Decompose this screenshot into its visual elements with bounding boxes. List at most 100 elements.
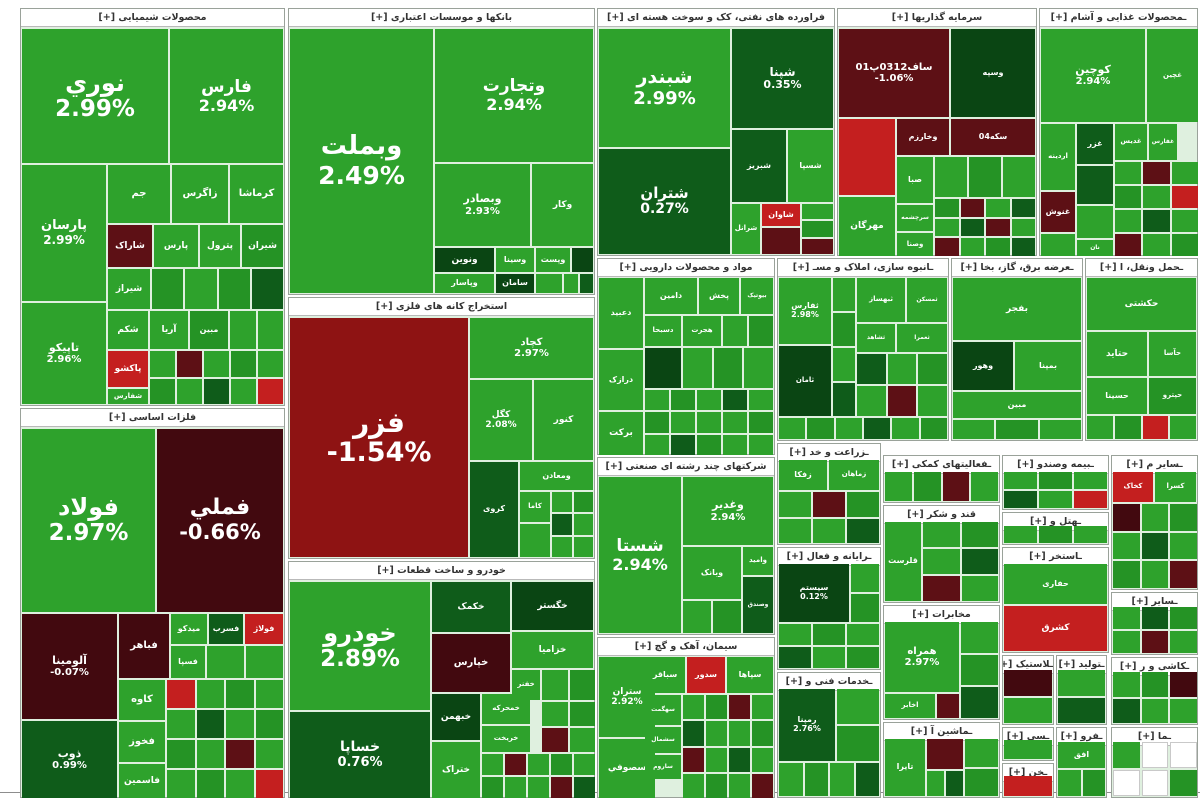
sector-header-real-estate[interactable]: ـانبوه سازی، املاک و مسـ [+] — [778, 259, 948, 277]
stock-tile-small[interactable] — [965, 768, 998, 796]
stock-tile-small[interactable] — [196, 680, 224, 708]
sector-header-other-minerals[interactable]: ـسایر م [+] — [1112, 456, 1197, 474]
stock-tile-telecom[interactable]: اخابر — [885, 694, 935, 718]
stock-tile-small[interactable] — [723, 412, 747, 433]
stock-tile-small[interactable] — [1058, 770, 1081, 796]
stock-tile-chemicals[interactable]: پاکشو — [108, 351, 148, 387]
stock-tile-chemicals[interactable]: فارس 2.94% — [170, 29, 283, 163]
stock-tile-small[interactable] — [1113, 672, 1140, 697]
stock-tile-small[interactable] — [1170, 672, 1197, 697]
stock-tile-transportation[interactable]: حپترو — [1149, 378, 1196, 414]
stock-tile-basic-metals[interactable]: میدکو — [171, 614, 207, 644]
stock-tile-small[interactable] — [946, 771, 963, 796]
stock-tile-small[interactable] — [835, 418, 862, 439]
stock-tile-oil-products[interactable]: شپنا 0.35% — [732, 29, 833, 128]
stock-tile-cement[interactable]: سشمال — [645, 727, 681, 753]
stock-tile-small[interactable] — [729, 695, 750, 720]
stock-tile-small[interactable] — [1004, 491, 1037, 508]
stock-tile-small[interactable] — [996, 420, 1038, 439]
stock-tile-small[interactable] — [1039, 472, 1072, 489]
stock-tile-other-minerals[interactable]: کخاک — [1113, 472, 1153, 502]
stock-tile-small[interactable] — [1113, 631, 1140, 653]
stock-tile-investments[interactable]: صبا — [897, 157, 933, 203]
stock-tile-chemicals[interactable]: زاگرس — [172, 165, 228, 223]
stock-tile-small[interactable] — [645, 412, 669, 433]
stock-tile-small[interactable] — [1074, 526, 1107, 543]
stock-tile-small[interactable] — [1141, 698, 1169, 723]
stock-tile-small[interactable] — [986, 238, 1010, 256]
stock-tile-small[interactable] — [1087, 416, 1113, 439]
stock-tile-small[interactable] — [671, 434, 695, 455]
stock-tile-small[interactable] — [697, 390, 721, 411]
stock-tile-utilities[interactable]: بمپنا — [1015, 342, 1081, 390]
stock-tile-small[interactable] — [1170, 504, 1197, 531]
stock-tile-food-beverage[interactable]: غدیس — [1115, 124, 1147, 160]
stock-tile-utilities[interactable]: بفجر — [953, 278, 1081, 340]
stock-tile-small[interactable] — [804, 763, 828, 796]
stock-tile-small[interactable] — [961, 522, 998, 547]
stock-tile-basic-metals[interactable]: فسرب — [209, 614, 243, 644]
stock-tile-small[interactable] — [1143, 234, 1170, 256]
stock-tile-metal-ores-mining[interactable]: فزر -1.54% — [290, 318, 468, 557]
stock-tile-small[interactable] — [749, 434, 773, 455]
stock-tile-small[interactable] — [1114, 416, 1141, 439]
stock-tile-real-estate[interactable]: ثبهساز — [857, 278, 905, 322]
stock-tile-small[interactable] — [152, 269, 184, 309]
stock-tile-small[interactable] — [779, 518, 811, 543]
stock-tile-investments[interactable] — [839, 119, 895, 195]
stock-tile-chemicals[interactable]: پترول — [200, 225, 240, 267]
stock-tile-food-beverage[interactable]: کوچین 2.94% — [1041, 29, 1145, 122]
stock-tile-metal-ores-mining[interactable]: کنور — [534, 380, 593, 460]
stock-tile-small[interactable] — [833, 348, 855, 381]
stock-tile-small[interactable] — [520, 524, 550, 557]
stock-tile-small[interactable] — [697, 412, 721, 433]
stock-tile-small[interactable] — [226, 710, 254, 738]
stock-tile-chemicals[interactable]: جم — [108, 165, 170, 223]
stock-tile-small[interactable] — [1171, 210, 1198, 232]
stock-tile-small[interactable] — [960, 218, 984, 237]
stock-tile-small[interactable] — [258, 351, 283, 377]
stock-tile-small[interactable] — [920, 418, 947, 439]
stock-tile-banks[interactable]: وکار — [532, 164, 593, 246]
stock-tile-small[interactable] — [1082, 770, 1105, 796]
stock-tile-basic-metals[interactable]: فولاژ — [245, 614, 283, 644]
stock-tile-telecom[interactable] — [937, 694, 959, 718]
stock-tile-small[interactable] — [671, 412, 695, 433]
stock-tile-small[interactable] — [1115, 162, 1142, 184]
stock-tile-real-estate[interactable]: ثفارس 2.98% — [779, 278, 831, 344]
stock-tile-small[interactable] — [830, 763, 854, 796]
stock-tile-small[interactable] — [528, 754, 549, 775]
stock-tile-real-estate[interactable]: ثامان — [779, 346, 831, 416]
stock-tile-small[interactable] — [864, 418, 891, 439]
stock-tile-pharmaceuticals[interactable]: دسبحا — [645, 316, 681, 346]
stock-tile-banks[interactable] — [572, 248, 593, 272]
stock-tile-small[interactable] — [1115, 186, 1142, 208]
stock-tile-small[interactable] — [1113, 504, 1140, 531]
stock-tile-small[interactable] — [961, 654, 998, 686]
stock-tile-small[interactable] — [1011, 238, 1035, 256]
stock-tile-investments[interactable]: ساف0312پ01 -1.06% — [839, 29, 949, 117]
stock-tile-small[interactable] — [482, 777, 503, 798]
stock-tile-small[interactable] — [1004, 776, 1052, 796]
stock-tile-small[interactable] — [255, 740, 283, 768]
stock-tile-small[interactable] — [847, 518, 879, 543]
stock-tile-cement[interactable]: سدور — [687, 657, 725, 693]
stock-tile-chemicals[interactable]: پارسان 2.99% — [22, 165, 106, 301]
stock-tile-multi-industry[interactable]: وصندق — [743, 577, 773, 633]
stock-tile-food-beverage[interactable] — [1077, 166, 1113, 204]
stock-tile-small[interactable] — [749, 412, 773, 433]
stock-tile-small[interactable] — [1143, 210, 1170, 232]
stock-tile-small[interactable] — [218, 269, 250, 309]
stock-tile-small[interactable] — [1011, 199, 1035, 217]
stock-tile-automotive[interactable]: خگستر — [512, 582, 593, 630]
stock-tile-small[interactable] — [542, 728, 568, 752]
stock-tile-oil-products[interactable]: شتران 0.27% — [599, 149, 730, 254]
stock-tile-small[interactable] — [683, 601, 711, 633]
stock-tile-chemicals[interactable]: مبین — [190, 311, 228, 349]
stock-tile-small[interactable] — [1141, 742, 1169, 768]
stock-tile-oil-products[interactable] — [762, 228, 800, 254]
stock-tile-chemicals[interactable]: شاراک — [108, 225, 152, 267]
stock-tile-transportation[interactable]: حکشتی — [1087, 278, 1196, 330]
stock-tile-agriculture[interactable]: زماهان — [829, 460, 879, 490]
sector-header-food-beverage[interactable]: ـمحصولات غذایی و آشام [+] — [1040, 9, 1197, 27]
